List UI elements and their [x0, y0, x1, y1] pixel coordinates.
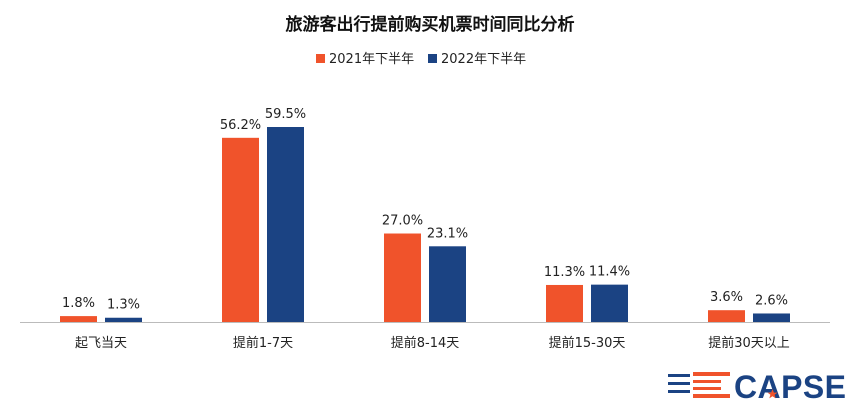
data-label: 1.3% [107, 298, 140, 313]
bar [60, 316, 97, 322]
logo-stripe [668, 382, 690, 385]
bar [105, 317, 142, 322]
bar [753, 313, 790, 322]
legend-swatch [316, 54, 325, 63]
logo-stripe [693, 380, 721, 383]
data-label: 11.3% [544, 265, 585, 280]
logo-stripe [693, 394, 730, 398]
legend-label: 2022年下半年 [441, 52, 526, 67]
data-label: 11.4% [589, 265, 630, 280]
logo-stripe [693, 372, 730, 376]
x-tick-label: 提前15-30天 [549, 335, 626, 351]
x-tick-label: 起飞当天 [75, 336, 127, 351]
logo-stripe [668, 374, 690, 377]
logo-stripe [693, 387, 721, 390]
x-tick-label: 提前8-14天 [391, 335, 460, 351]
bar [384, 233, 421, 322]
logo-star-icon [767, 389, 778, 399]
logo-text: CAPSE [734, 369, 846, 405]
bar [591, 284, 628, 322]
data-label: 56.2% [220, 118, 261, 133]
data-label: 2.6% [755, 293, 788, 308]
bar [429, 246, 466, 322]
bars: 1.8% 1.3% 56.2% 59.5% 27.0% 23.1% 11.3% 11.4% 3.… [60, 107, 790, 322]
data-label: 1.8% [62, 296, 95, 311]
x-ticks: 起飞当天 提前1-7天 提前8-14天 提前15-30天 提前30天以上 [75, 335, 790, 351]
data-label: 59.5% [265, 107, 306, 122]
x-tick-label: 提前1-7天 [233, 335, 293, 351]
data-label: 3.6% [710, 290, 743, 305]
bar [546, 284, 583, 322]
legend-swatch [428, 54, 437, 63]
data-label: 23.1% [427, 226, 468, 241]
capse-logo: CAPSE [668, 369, 846, 405]
bar [267, 127, 304, 322]
legend-label: 2021年下半年 [329, 52, 414, 67]
x-tick-label: 提前30天以上 [708, 335, 790, 351]
bar [222, 137, 259, 322]
data-label: 27.0% [382, 214, 423, 229]
legend: 2021年下半年 2022年下半年 [316, 52, 526, 67]
bar [708, 310, 745, 322]
chart-title: 旅游客出行提前购买机票时间同比分析 [286, 14, 575, 35]
logo-stripe [668, 390, 690, 393]
